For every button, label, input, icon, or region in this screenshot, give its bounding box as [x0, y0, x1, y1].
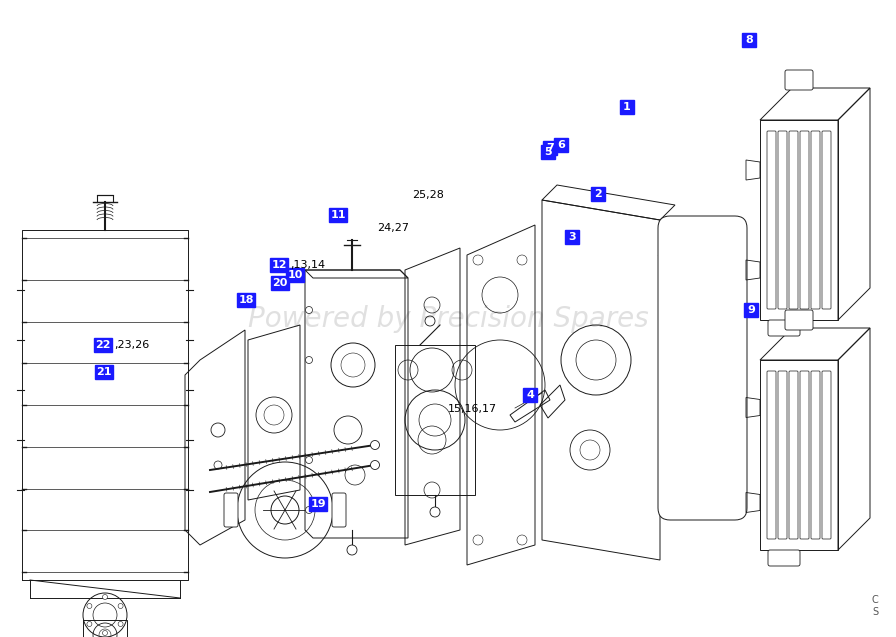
FancyBboxPatch shape — [332, 493, 346, 527]
FancyBboxPatch shape — [811, 131, 820, 309]
FancyBboxPatch shape — [309, 497, 327, 511]
Text: 19: 19 — [310, 499, 326, 509]
Circle shape — [689, 280, 699, 290]
Text: 24,27: 24,27 — [377, 223, 409, 233]
FancyBboxPatch shape — [270, 258, 288, 272]
Circle shape — [102, 631, 108, 636]
FancyBboxPatch shape — [565, 230, 579, 244]
Text: 11: 11 — [331, 210, 346, 220]
Circle shape — [118, 603, 123, 608]
FancyBboxPatch shape — [767, 131, 776, 309]
Text: 18: 18 — [238, 295, 254, 305]
Text: ,13,14: ,13,14 — [290, 260, 325, 270]
FancyBboxPatch shape — [785, 70, 813, 90]
FancyBboxPatch shape — [271, 276, 289, 290]
FancyBboxPatch shape — [811, 371, 820, 539]
FancyBboxPatch shape — [768, 320, 800, 336]
Text: 20: 20 — [272, 278, 288, 288]
FancyBboxPatch shape — [95, 365, 113, 379]
Text: 4: 4 — [526, 390, 534, 400]
FancyBboxPatch shape — [286, 268, 304, 282]
Circle shape — [306, 357, 313, 364]
Circle shape — [371, 441, 380, 450]
Text: 9: 9 — [747, 305, 755, 315]
Circle shape — [306, 457, 313, 464]
Text: 12: 12 — [271, 260, 287, 270]
Text: 5: 5 — [544, 147, 552, 157]
Circle shape — [87, 622, 92, 627]
FancyBboxPatch shape — [744, 303, 758, 317]
Text: ,23,26: ,23,26 — [114, 340, 150, 350]
FancyBboxPatch shape — [778, 371, 787, 539]
FancyBboxPatch shape — [767, 371, 776, 539]
Circle shape — [371, 461, 380, 469]
FancyBboxPatch shape — [329, 208, 347, 222]
FancyBboxPatch shape — [800, 371, 809, 539]
FancyBboxPatch shape — [768, 550, 800, 566]
Circle shape — [306, 306, 313, 313]
FancyBboxPatch shape — [554, 138, 568, 152]
Text: 25,28: 25,28 — [412, 190, 444, 200]
Text: 10: 10 — [288, 270, 303, 280]
Circle shape — [306, 506, 313, 513]
FancyBboxPatch shape — [778, 131, 787, 309]
FancyBboxPatch shape — [785, 310, 813, 330]
Circle shape — [430, 507, 440, 517]
Text: Powered by Precision Spares: Powered by Precision Spares — [247, 304, 649, 333]
Text: C
S: C S — [872, 595, 878, 617]
FancyBboxPatch shape — [822, 131, 831, 309]
FancyBboxPatch shape — [620, 100, 634, 114]
FancyBboxPatch shape — [591, 187, 605, 201]
FancyBboxPatch shape — [94, 338, 112, 352]
FancyBboxPatch shape — [800, 131, 809, 309]
Circle shape — [347, 545, 357, 555]
FancyBboxPatch shape — [822, 371, 831, 539]
Circle shape — [118, 622, 123, 627]
Text: 7: 7 — [547, 143, 554, 153]
FancyBboxPatch shape — [541, 145, 555, 159]
Text: 15,16,17: 15,16,17 — [448, 404, 497, 414]
Text: 8: 8 — [745, 35, 753, 45]
Circle shape — [102, 594, 108, 599]
Text: 1: 1 — [623, 102, 631, 112]
FancyBboxPatch shape — [658, 216, 747, 520]
Circle shape — [667, 250, 677, 260]
Text: 2: 2 — [594, 189, 602, 199]
Text: 6: 6 — [557, 140, 565, 150]
FancyBboxPatch shape — [237, 293, 255, 307]
Text: 22: 22 — [95, 340, 111, 350]
FancyBboxPatch shape — [224, 493, 238, 527]
FancyBboxPatch shape — [789, 131, 798, 309]
FancyBboxPatch shape — [742, 33, 756, 47]
FancyBboxPatch shape — [543, 141, 557, 155]
FancyBboxPatch shape — [523, 388, 537, 402]
Circle shape — [681, 273, 691, 283]
Text: 3: 3 — [568, 232, 576, 242]
FancyBboxPatch shape — [789, 371, 798, 539]
Text: 21: 21 — [96, 367, 112, 377]
Circle shape — [87, 603, 92, 608]
